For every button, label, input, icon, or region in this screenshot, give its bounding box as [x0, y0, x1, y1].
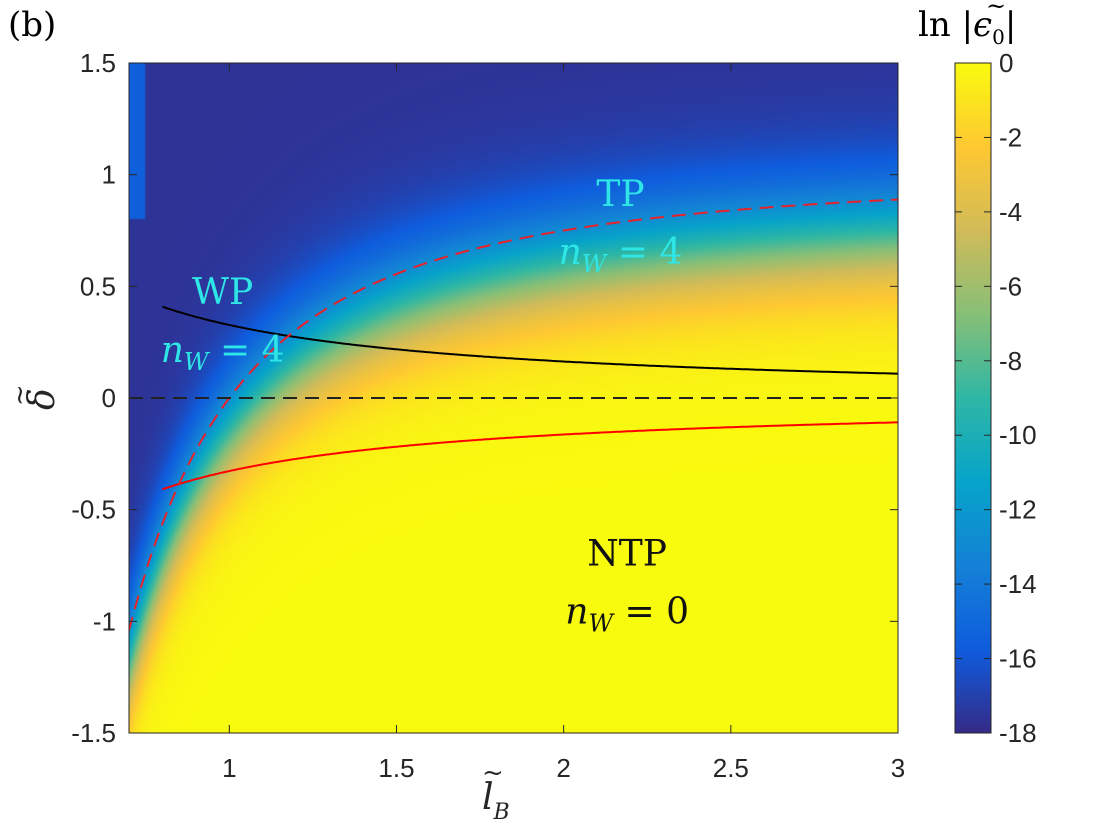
y-label-base: δ [22, 388, 63, 410]
colorbar-title: ln |ϵ0| ~ [918, 0, 1016, 49]
panel-label: (b) [8, 5, 56, 45]
colorbar-bar [954, 62, 992, 734]
curves-layer [129, 198, 898, 631]
colorbar: 0 -2 -4 -6 -8 -10 -12 -14 -16 -18 ln |ϵ0| ~ [918, 0, 1037, 748]
curve-3 [129, 198, 898, 631]
y-tick-label: 1 [102, 160, 116, 190]
cb-tick-label: -4 [999, 197, 1022, 227]
y-tick-label: 0 [102, 383, 116, 413]
colorbar-ticks: 0 -2 -4 -6 -8 -10 -12 -14 -16 -18 [955, 48, 1037, 748]
x-label-accent: ~ [482, 758, 504, 788]
y-tick-label: -0.5 [71, 495, 116, 525]
cb-title-accent: ~ [986, 0, 1006, 20]
cb-tick-label: -10 [999, 420, 1037, 450]
svg-text:lB: lB [482, 777, 510, 825]
curve-2 [162, 421, 898, 491]
y-tick-label: 0.5 [80, 271, 116, 301]
cb-tick-label: 0 [999, 48, 1013, 78]
x-tick-label: 3 [891, 753, 905, 783]
y-axis: 1.5 1 0.5 0 -0.5 -1 -1.5 [71, 48, 898, 748]
cb-tick-label: -16 [999, 644, 1037, 674]
cb-tick-label: -12 [999, 495, 1037, 525]
y-tick-label: -1.5 [71, 718, 116, 748]
cb-title-suffix: | [1005, 5, 1016, 45]
region-label: WP [192, 272, 253, 313]
cb-title-sub: 0 [992, 25, 1005, 49]
x-tick-label: 2.5 [713, 753, 749, 783]
cb-title-prefix: ln | [918, 5, 973, 45]
cb-title-base: ϵ [973, 5, 992, 45]
cb-tick-label: -14 [999, 569, 1037, 599]
winding-number-label: nW = 4 [559, 232, 683, 278]
svg-text:ln |ϵ0|: ln |ϵ0| [918, 5, 1016, 49]
y-axis-label: δ ~ [5, 384, 63, 410]
x-axis: 1 1.5 2 2.5 3 [222, 63, 905, 783]
cb-tick-label: -6 [999, 271, 1022, 301]
x-label-sub: B [493, 800, 510, 825]
cb-tick-label: -2 [999, 122, 1022, 152]
x-tick-label: 2 [556, 753, 570, 783]
cb-tick-label: -18 [999, 718, 1037, 748]
region-label: TP [596, 174, 644, 215]
annotations: TP nW = 4 WP nW = 4 NTP nW = 0 [161, 174, 689, 638]
x-tick-label: 1.5 [378, 753, 414, 783]
cb-tick-label: -8 [999, 346, 1022, 376]
x-tick-label: 1 [222, 753, 236, 783]
y-tick-label: 1.5 [80, 48, 116, 78]
x-label-base: l [482, 777, 494, 818]
x-axis-label: lB ~ [482, 758, 510, 825]
y-tick-label: -1 [93, 606, 116, 636]
region-label: NTP [587, 534, 667, 575]
winding-number-label: nW = 4 [161, 330, 285, 376]
y-label-accent: ~ [5, 384, 35, 406]
curve-1 [162, 305, 898, 375]
winding-number-label: nW = 0 [565, 592, 689, 638]
